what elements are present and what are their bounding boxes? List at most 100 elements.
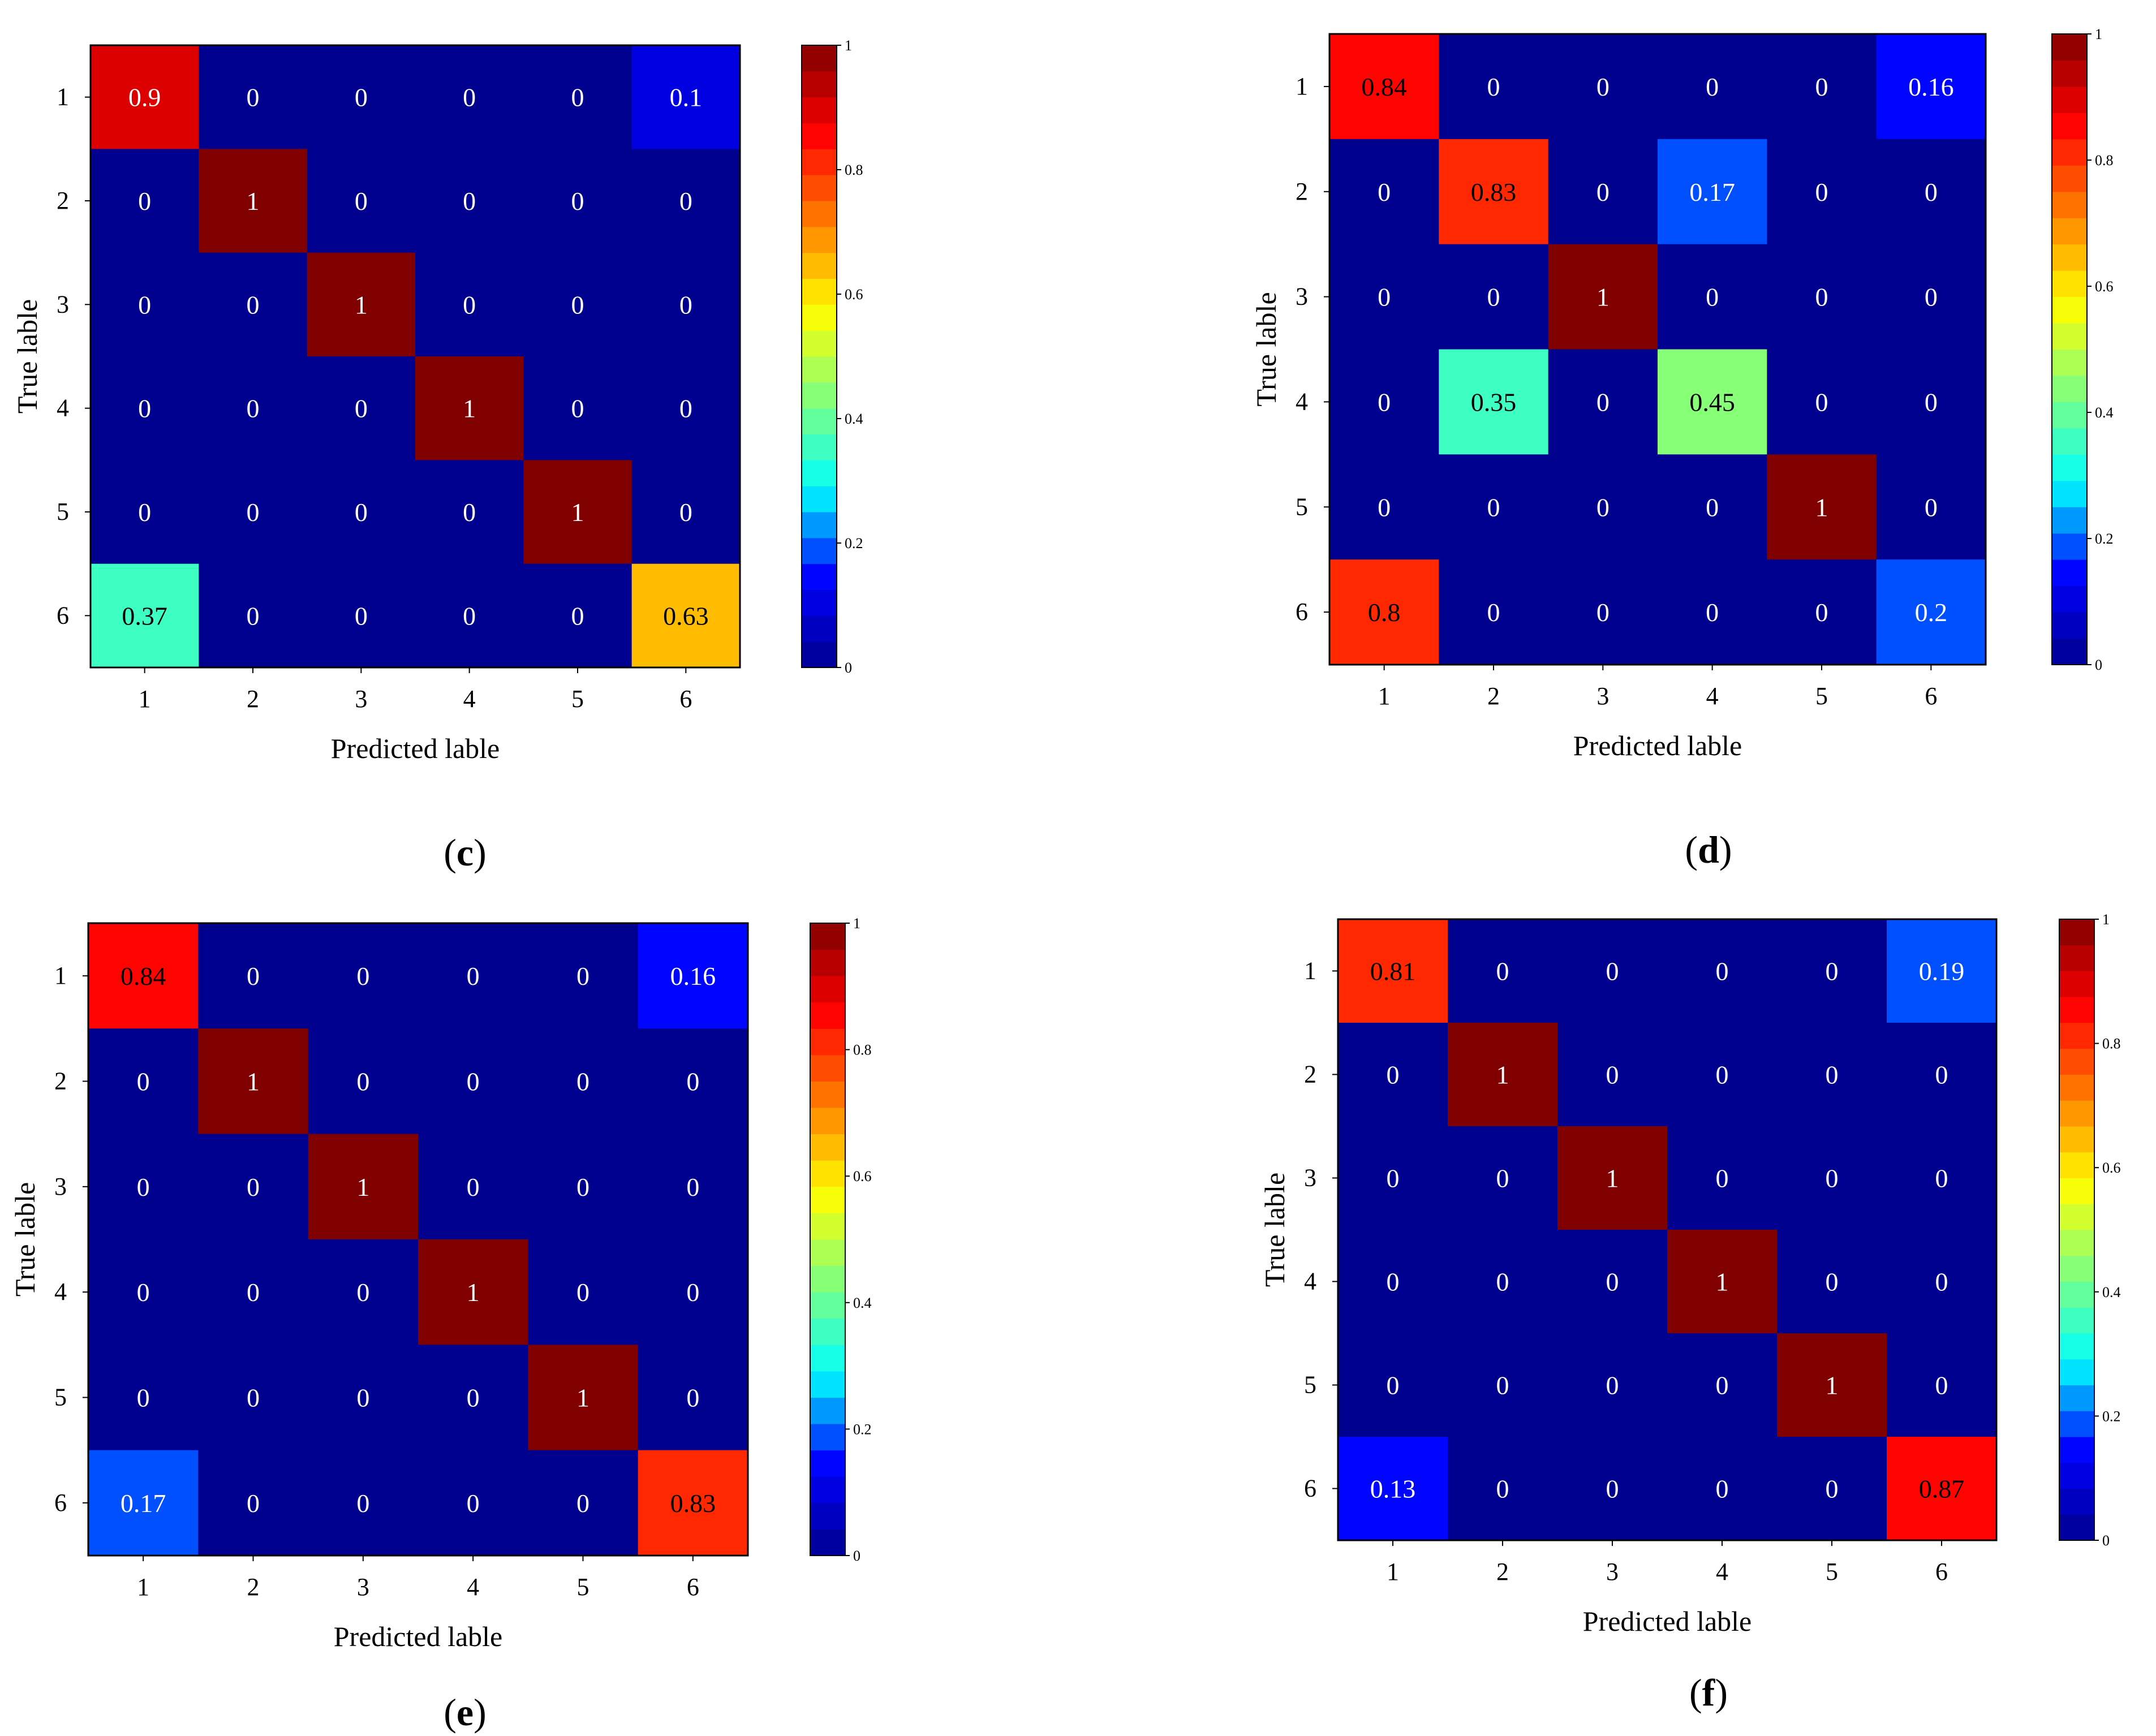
heatmap-cell (198, 1345, 309, 1451)
cell-value-label: 1 (1596, 283, 1610, 312)
heatmap-cell (415, 356, 524, 460)
heatmap-cell (1448, 1437, 1558, 1541)
colorbar-swatch (2052, 218, 2087, 245)
heatmap-cell (523, 563, 632, 668)
cell-value-label: 0 (355, 498, 368, 527)
heatmap-cell (199, 149, 308, 253)
colorbar-swatch (802, 149, 837, 175)
cell-value-label: 0 (1596, 387, 1610, 416)
heatmap-cell (1876, 244, 1986, 350)
colorbar-swatch (2052, 612, 2087, 639)
cell-value-label: 0.87 (1919, 1475, 1965, 1504)
heatmap-cell (1548, 454, 1658, 560)
cell-value-label: 0 (1387, 1061, 1400, 1089)
colorbar-swatch (2059, 997, 2094, 1023)
heatmap-cell (418, 1450, 528, 1556)
cell-value-label: 0 (247, 1489, 260, 1518)
cell-value-label: 0 (1826, 1061, 1839, 1089)
colorbar-swatch (810, 1345, 845, 1372)
heatmap-cell (199, 45, 308, 149)
heatmap-cell (308, 923, 419, 1029)
cell-value-label: 0 (1815, 72, 1828, 101)
cell-value-label: 0 (1596, 178, 1610, 206)
cell-value-label: 0 (138, 394, 151, 423)
cell-value-label: 0.84 (121, 962, 166, 990)
cell-value-label: 0 (463, 601, 476, 630)
cell-value-label: 0.37 (122, 601, 167, 630)
cell-value-label: 0 (247, 290, 260, 319)
colorbar-tick-label: 0.8 (853, 1042, 872, 1058)
heatmap-cell (1329, 454, 1439, 560)
colorbar-swatch (802, 252, 837, 279)
colorbar-swatch (2059, 1230, 2094, 1256)
heatmap-cell (91, 460, 199, 565)
heatmap-cell (638, 1028, 748, 1135)
x-tick-label: 2 (247, 685, 259, 713)
heatmap-cell (1557, 919, 1668, 1023)
colorbar: 0 0.2 0.4 0.6 0.8 1 (801, 37, 863, 676)
colorbar-swatch (2052, 191, 2087, 218)
heatmap-cell (418, 1345, 528, 1451)
cell-value-label: 0 (356, 1067, 369, 1096)
colorbar-swatch (810, 1318, 845, 1345)
heatmap-cell (1557, 1126, 1668, 1230)
heatmap-cell (198, 1450, 309, 1556)
heatmap-cell (638, 1134, 748, 1240)
cell-value-label: 1 (1496, 1061, 1509, 1089)
cell-value-label: 1 (1826, 1371, 1839, 1400)
heatmap-cell (523, 356, 632, 460)
cell-value-label: 0 (1606, 957, 1619, 986)
heatmap-cell (198, 1028, 309, 1135)
cell-value-label: 0 (679, 187, 692, 216)
cell-value-label: 0 (355, 83, 368, 112)
colorbar-swatch (810, 1502, 845, 1530)
x-tick-label: 4 (463, 685, 476, 713)
cell-value-label: 0 (247, 1384, 260, 1412)
colorbar-swatch (2052, 480, 2087, 507)
heatmap-cell (308, 1134, 419, 1240)
plot-frame (1337, 918, 1998, 1541)
y-tick-label: 2 (54, 1067, 67, 1095)
heatmap-cell (1448, 919, 1558, 1023)
colorbar-swatch (810, 1186, 845, 1213)
cell-value-label: 0.9 (128, 83, 161, 112)
y-axis-label: True lable (11, 299, 43, 413)
cell-value-label: 0 (1716, 1371, 1729, 1400)
heatmap-cell (1338, 1333, 1448, 1437)
heatmap-cell (528, 923, 639, 1029)
x-tick-label: 5 (577, 1573, 589, 1601)
heatmap-cell (1777, 1437, 1887, 1541)
colorbar-swatch (802, 615, 837, 642)
cell-value-label: 0 (1935, 1164, 1948, 1193)
colorbar-tick-label: 1 (853, 915, 860, 932)
cell-value-label: 0 (1716, 1475, 1729, 1504)
heatmap-cell (1548, 244, 1658, 350)
cell-value-label: 0 (1496, 957, 1509, 986)
colorbar-tick-label: 0 (2095, 657, 2102, 673)
x-tick-label: 1 (1387, 1558, 1399, 1586)
cell-value-label: 0 (356, 962, 369, 990)
heatmap-cell (523, 149, 632, 253)
heatmap-cell (307, 460, 416, 565)
panel-f: 0.81 0 0 0 0 0.190 1 0 0 0 00 0 1 0 0 00 0 0 1 0 00 0 0 0 1 00.13… (1259, 911, 2121, 1714)
cell-value-label: 0 (138, 290, 151, 319)
cell-value-label: 0 (356, 1489, 369, 1518)
colorbar-swatch (802, 434, 837, 460)
cell-value-label: 0 (679, 290, 692, 319)
y-tick-label: 4 (57, 394, 69, 422)
x-tick-label: 2 (1487, 682, 1500, 710)
x-tick-label: 6 (1925, 682, 1937, 710)
colorbar-tick-label: 0 (853, 1548, 860, 1564)
x-tick-label: 5 (1826, 1558, 1838, 1586)
heatmap-cell (1338, 919, 1448, 1023)
cell-value-label: 0 (1487, 72, 1500, 101)
cell-value-label: 0 (1706, 283, 1719, 312)
cell-value-label: 1 (247, 1067, 260, 1096)
cell-value-label: 0 (1387, 1164, 1400, 1193)
y-tick-label: 6 (1296, 598, 1308, 626)
colorbar-frame (2059, 919, 2095, 1541)
heatmap-cell (1876, 559, 1986, 665)
x-tick-label: 3 (357, 1573, 369, 1601)
cell-value-label: 0 (571, 83, 584, 112)
heatmap-cell (1667, 1023, 1778, 1127)
